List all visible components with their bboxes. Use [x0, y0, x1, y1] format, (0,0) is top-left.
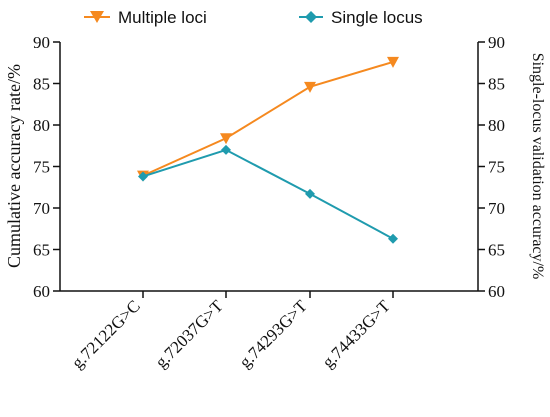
legend-label-multiple-loci: Multiple loci	[118, 8, 207, 27]
legend: Multiple loci Single locus	[84, 8, 423, 27]
triangle-marker-icon	[90, 11, 104, 23]
left-axis-ticks: 60 65 70 75 80 85 90	[33, 33, 60, 301]
y-axis-label: Cumulative accuracy rate/%	[4, 64, 24, 268]
series-single-locus	[138, 144, 398, 244]
right-tick-label: 85	[488, 75, 505, 94]
x-tick-label: g.72037G>T	[152, 296, 228, 372]
right-tick-label: 75	[488, 158, 505, 177]
data-point	[387, 56, 399, 68]
left-tick-label: 75	[33, 158, 50, 177]
right-axis-ticks: 60 65 70 75 80 85 90	[478, 33, 505, 301]
left-tick-label: 80	[33, 116, 50, 135]
data-point	[304, 81, 316, 93]
left-tick-label: 65	[33, 241, 50, 260]
data-point	[305, 188, 315, 199]
legend-item-multiple-loci: Multiple loci	[84, 8, 207, 27]
left-tick-label: 85	[33, 75, 50, 94]
data-point	[220, 133, 232, 145]
x-tick-label: g.74433G>T	[319, 296, 395, 372]
left-tick-label: 60	[33, 282, 50, 301]
diamond-marker-icon	[305, 11, 317, 23]
data-point	[138, 171, 148, 182]
axes	[59, 42, 479, 292]
data-point	[388, 233, 398, 244]
series-multiple-loci	[137, 56, 399, 182]
series-layer	[137, 56, 399, 244]
x-axis-ticks: g.72122G>C g.72037G>T g.74293G>T g.74433G>T	[68, 291, 394, 372]
left-tick-label: 90	[33, 33, 50, 52]
x-tick-label: g.72122G>C	[68, 296, 144, 372]
x-tick-label: g.74293G>T	[236, 296, 312, 372]
series-line	[142, 60, 394, 177]
left-tick-label: 70	[33, 199, 50, 218]
right-tick-label: 80	[488, 116, 505, 135]
series-line	[142, 148, 394, 240]
y2-axis-label: Single-locus validation accuracy/%	[529, 53, 546, 280]
data-point	[221, 144, 231, 155]
legend-item-single-locus: Single locus	[299, 8, 423, 27]
right-tick-label: 70	[488, 199, 505, 218]
right-tick-label: 90	[488, 33, 505, 52]
right-tick-label: 65	[488, 241, 505, 260]
right-tick-label: 60	[488, 282, 505, 301]
legend-label-single-locus: Single locus	[331, 8, 423, 27]
